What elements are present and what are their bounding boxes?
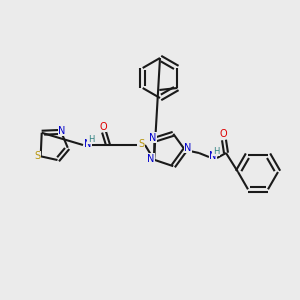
Text: S: S xyxy=(34,151,41,161)
Text: N: N xyxy=(149,133,156,143)
Text: N: N xyxy=(147,154,155,164)
Text: S: S xyxy=(138,139,144,149)
Text: H: H xyxy=(88,134,94,143)
Text: O: O xyxy=(99,122,107,132)
Text: N: N xyxy=(58,126,66,136)
Text: N: N xyxy=(84,139,92,149)
Text: H: H xyxy=(213,146,219,155)
Text: N: N xyxy=(184,143,192,153)
Text: O: O xyxy=(219,129,227,139)
Text: N: N xyxy=(209,151,217,161)
